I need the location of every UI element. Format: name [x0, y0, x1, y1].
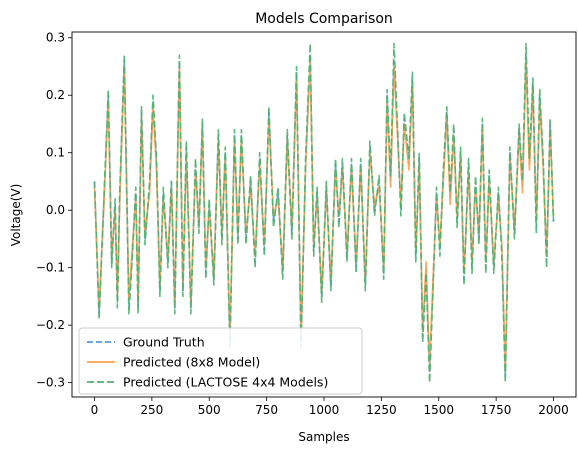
y-axis-label: Voltage(V)	[9, 184, 23, 247]
y-axis-ticks: −0.3 −0.2 −0.1 0.0 0.1 0.2 0.3	[36, 31, 72, 390]
x-axis-label: Samples	[298, 430, 349, 444]
y-tick-label: −0.3	[36, 376, 65, 390]
legend-label-1: Ground Truth	[123, 335, 205, 350]
x-tick-label: 1000	[309, 403, 340, 417]
legend-box	[78, 327, 363, 395]
y-tick-label: 0.2	[46, 88, 65, 102]
chart-title: Models Comparison	[255, 11, 393, 27]
x-tick-label: 0	[91, 403, 99, 417]
y-tick-label: −0.2	[36, 318, 65, 332]
x-tick-label: 500	[198, 403, 221, 417]
x-tick-label: 2000	[538, 403, 569, 417]
y-tick-label: 0.1	[46, 146, 65, 160]
x-tick-label: 250	[140, 403, 163, 417]
legend-label-2: Predicted (8x8 Model)	[123, 355, 260, 370]
x-tick-label: 750	[255, 403, 278, 417]
x-tick-label: 1500	[423, 403, 454, 417]
series-line-3	[93, 42, 555, 384]
y-tick-label: 0.3	[46, 31, 65, 45]
y-tick-label: 0.0	[46, 203, 65, 217]
legend-label-3: Predicted (LACTOSE 4x4 Models)	[123, 375, 328, 390]
x-tick-label: 1250	[366, 403, 397, 417]
legend: Ground Truth Predicted (8x8 Model) Predict…	[78, 327, 363, 395]
x-tick-label: 1750	[481, 403, 512, 417]
y-tick-label: −0.1	[36, 261, 65, 275]
x-axis-ticks: 0 250 500 750 1000 1250 1500 1750 2000	[91, 397, 569, 417]
